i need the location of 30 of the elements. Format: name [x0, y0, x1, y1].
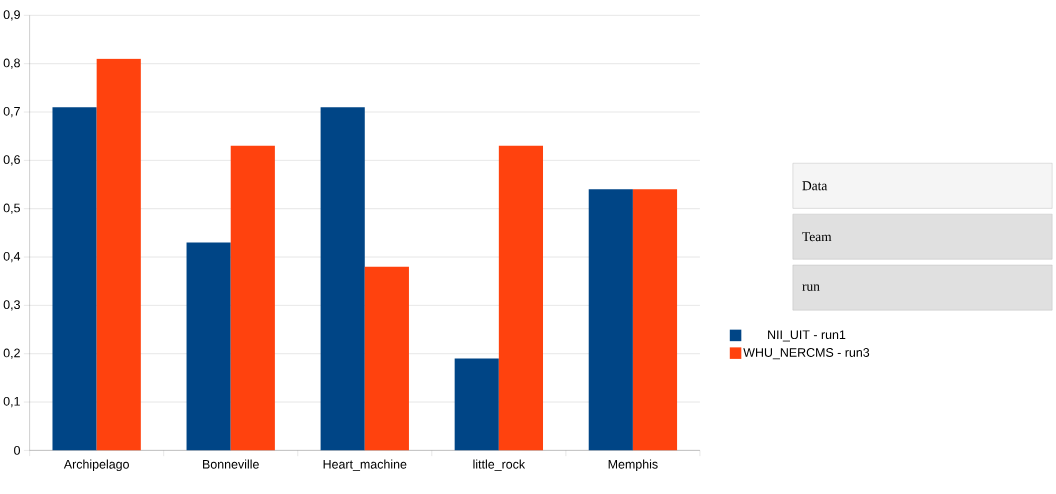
bar: [364, 266, 409, 451]
bar: [52, 107, 97, 451]
y-tick-label: 0,9: [3, 10, 20, 21]
bar: [454, 358, 499, 451]
text: Team: [802, 232, 832, 242]
bar: [498, 146, 544, 451]
x-tick-label: Archipelago: [63, 459, 129, 472]
bar: [230, 146, 275, 451]
y-tick-label: 0,3: [3, 300, 20, 311]
y-tick-label: 0,5: [3, 203, 20, 215]
y-tick-label: 0,2: [3, 348, 20, 360]
legend-label: WHU_NERCMS - run3: [743, 348, 870, 360]
x-tick-label: little_rock: [473, 459, 526, 472]
bar: [96, 59, 141, 451]
x-tick-label: Heart_machine: [323, 459, 407, 472]
bar: [320, 107, 365, 451]
y-tick-label: 0,4: [3, 252, 21, 263]
x-tick-label: Memphis: [608, 459, 658, 472]
legend-label: NII_UIT - run1: [768, 330, 846, 342]
y-tick-label: 0: [14, 446, 20, 455]
text: Data: [802, 181, 828, 191]
y-tick-label: 0,6: [3, 155, 20, 166]
bar: [588, 189, 633, 451]
bar: [186, 242, 231, 451]
bar: [632, 189, 678, 451]
y-tick-label: 0,7: [3, 107, 20, 118]
y-tick-label: 0,1: [3, 397, 20, 408]
y-tick-label: 0,8: [3, 58, 20, 70]
text: run: [802, 284, 820, 292]
x-tick-label: Bonneville: [203, 459, 259, 469]
